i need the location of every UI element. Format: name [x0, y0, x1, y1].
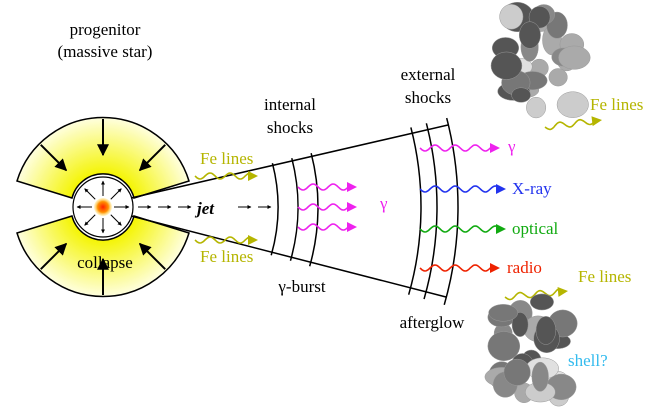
label: shell?	[568, 351, 608, 370]
cloud	[503, 358, 531, 386]
label: (massive star)	[58, 42, 153, 61]
label: external	[401, 65, 456, 84]
outflow-arrow	[110, 214, 122, 226]
wave	[419, 185, 499, 193]
shock-front	[289, 157, 299, 261]
cloud	[511, 312, 529, 337]
shock-front	[407, 127, 422, 295]
label: jet	[194, 199, 215, 218]
wave-head	[496, 184, 506, 194]
wave	[419, 225, 499, 233]
cone-edge	[130, 124, 449, 199]
cloud	[526, 96, 547, 119]
infall-arrow	[40, 242, 68, 270]
label: radio	[507, 258, 542, 277]
label: Fe lines	[200, 247, 253, 266]
cloud	[548, 68, 568, 87]
wave-head	[347, 182, 357, 192]
outflow-arrow	[84, 188, 96, 200]
wave	[504, 288, 560, 301]
waves	[194, 116, 602, 301]
wave-head	[248, 235, 258, 245]
label: Fe lines	[578, 267, 631, 286]
label: Fe lines	[590, 95, 643, 114]
shock-front	[308, 152, 319, 267]
label: γ	[379, 194, 388, 213]
cloud	[490, 51, 523, 80]
label: Fe lines	[200, 149, 253, 168]
core	[94, 198, 112, 216]
label: optical	[512, 219, 559, 238]
shock-front	[443, 117, 459, 306]
label: progenitor	[70, 20, 141, 39]
label: X-ray	[512, 179, 552, 198]
wave-head	[496, 224, 506, 234]
cloud	[531, 361, 549, 392]
core-arrows	[76, 180, 130, 234]
wave-head	[347, 222, 357, 232]
shock-front	[423, 123, 438, 300]
label: shocks	[405, 88, 451, 107]
label: internal	[264, 95, 316, 114]
wave	[194, 172, 251, 180]
shock-fronts	[270, 117, 459, 306]
wave-head	[557, 286, 568, 297]
outflow-arrow	[110, 188, 122, 200]
wave-head	[490, 143, 500, 153]
wave	[194, 236, 251, 244]
wave	[419, 144, 493, 152]
upper-envelope	[16, 116, 190, 199]
shock-front	[270, 162, 279, 256]
infall-arrow	[40, 144, 68, 172]
cloud	[518, 21, 541, 49]
cloud	[488, 304, 519, 322]
cloud	[499, 4, 524, 30]
wave	[297, 183, 350, 191]
lower-envelope	[16, 215, 190, 298]
wave	[419, 264, 493, 272]
outflow-arrow	[84, 214, 96, 226]
cloud	[511, 87, 531, 103]
wave-head	[591, 116, 602, 127]
shell-clouds	[484, 1, 591, 407]
label: γ-burst	[277, 277, 325, 296]
label: collapse	[77, 253, 133, 272]
cloud	[558, 45, 591, 70]
wave-head	[248, 171, 258, 181]
label: afterglow	[400, 313, 466, 332]
wave	[297, 223, 350, 231]
cloud	[487, 331, 521, 361]
wave	[544, 118, 595, 131]
cone-edge	[130, 215, 447, 298]
infall-arrow	[138, 144, 166, 172]
label: shocks	[267, 118, 313, 137]
infall-arrow	[138, 242, 166, 270]
label: γ	[507, 137, 516, 156]
wave-head	[490, 263, 500, 273]
wave-head	[347, 202, 357, 212]
cloud	[556, 91, 589, 118]
cloud	[530, 293, 554, 311]
cloud	[535, 316, 557, 345]
wave	[297, 203, 350, 211]
infall-arrows	[40, 119, 166, 295]
